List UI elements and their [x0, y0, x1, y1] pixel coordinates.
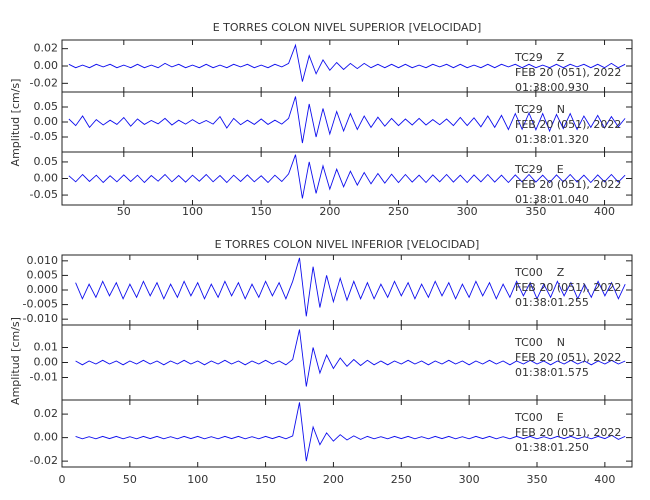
y-tick-label: 0.005 — [27, 268, 59, 281]
y-tick-label: 0.02 — [34, 407, 59, 420]
trace-date: FEB 20 (051), 2022 — [515, 351, 621, 364]
trace — [68, 154, 626, 199]
x-tick-label: 400 — [594, 205, 615, 218]
trace-station: TC29 N — [514, 103, 565, 116]
x-tick-label: 100 — [187, 473, 208, 486]
x-tick-label: 200 — [323, 473, 344, 486]
trace-date: FEB 20 (051), 2022 — [515, 118, 621, 131]
trace — [68, 43, 626, 82]
chart-title: E TORRES COLON NIVEL INFERIOR [VELOCIDAD… — [215, 238, 480, 251]
trace-date: FEB 20 (051), 2022 — [515, 178, 621, 191]
x-tick-label: 300 — [459, 473, 480, 486]
chart-title: E TORRES COLON NIVEL SUPERIOR [VELOCIDAD… — [213, 21, 482, 34]
y-tick-label: 0.00 — [34, 172, 59, 185]
trace — [75, 329, 626, 387]
x-tick-label: 200 — [319, 205, 340, 218]
y-tick-label: -0.010 — [23, 312, 58, 325]
trace-station: TC00 E — [514, 411, 564, 424]
y-tick-label: 0.00 — [34, 356, 59, 369]
trace-time: 01:38:01.575 — [515, 366, 589, 379]
trace-date: FEB 20 (051), 2022 — [515, 66, 621, 79]
trace-date: FEB 20 (051), 2022 — [515, 281, 621, 294]
x-tick-label: 150 — [255, 473, 276, 486]
x-tick-label: 150 — [251, 205, 272, 218]
y-tick-label: -0.05 — [30, 130, 58, 143]
trace — [75, 402, 626, 462]
trace-time: 01:38:01.040 — [515, 193, 589, 206]
y-tick-label: -0.05 — [30, 188, 58, 201]
trace-time: 01:38:00.930 — [515, 81, 589, 94]
x-tick-label: 0 — [59, 473, 66, 486]
y-tick-label: 0.000 — [27, 283, 59, 296]
x-tick-label: 300 — [457, 205, 478, 218]
trace-station: TC29 Z — [514, 51, 565, 64]
y-tick-label: 0.010 — [27, 254, 59, 267]
x-tick-label: 400 — [594, 473, 615, 486]
y-tick-label: 0.02 — [34, 42, 59, 55]
x-tick-label: 100 — [182, 205, 203, 218]
y-tick-label: -0.005 — [23, 298, 58, 311]
y-axis-label: Amplitud [cm/s] — [9, 317, 22, 405]
y-tick-label: 0.00 — [34, 115, 59, 128]
y-tick-label: 0.00 — [34, 59, 59, 72]
y-tick-label: 0.01 — [34, 341, 59, 354]
y-tick-label: -0.02 — [30, 76, 58, 89]
y-axis-label: Amplitud [cm/s] — [9, 79, 22, 167]
x-tick-label: 250 — [391, 473, 412, 486]
trace-time: 01:38:01.255 — [515, 296, 589, 309]
trace-station: TC00 Z — [514, 266, 565, 279]
trace — [68, 96, 626, 144]
trace-date: FEB 20 (051), 2022 — [515, 426, 621, 439]
x-tick-label: 50 — [123, 473, 137, 486]
trace-station: TC00 N — [514, 336, 565, 349]
trace-time: 01:38:01.320 — [515, 133, 589, 146]
y-tick-label: 0.05 — [34, 100, 59, 113]
x-tick-label: 350 — [525, 205, 546, 218]
trace-time: 01:38:01.250 — [515, 441, 589, 454]
trace — [75, 257, 626, 317]
x-tick-label: 250 — [388, 205, 409, 218]
x-tick-label: 350 — [527, 473, 548, 486]
y-tick-label: 0.00 — [34, 431, 59, 444]
y-tick-label: -0.02 — [30, 454, 58, 467]
y-tick-label: 0.05 — [34, 155, 59, 168]
y-tick-label: -0.01 — [30, 371, 58, 384]
panel-frame — [61, 399, 633, 468]
trace-station: TC29 E — [514, 163, 564, 176]
x-tick-label: 50 — [117, 205, 131, 218]
